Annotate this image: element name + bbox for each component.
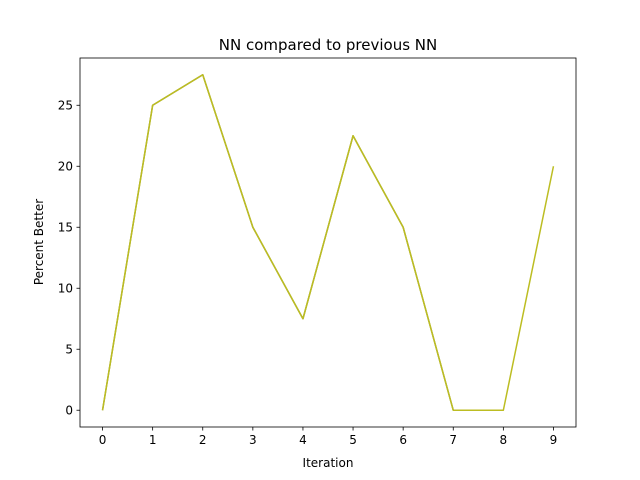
x-tick-label: 0 bbox=[99, 433, 107, 447]
y-tick-label: 0 bbox=[65, 404, 73, 418]
x-tick-label: 6 bbox=[399, 433, 407, 447]
y-tick-label: 15 bbox=[58, 221, 73, 235]
x-tick-label: 5 bbox=[349, 433, 357, 447]
chart-title: NN compared to previous NN bbox=[219, 36, 437, 54]
series-line-1 bbox=[101, 74, 555, 411]
x-tick-label: 3 bbox=[249, 433, 257, 447]
x-axis-ticks: 0 1 2 3 4 5 6 7 8 9 bbox=[99, 427, 558, 447]
x-axis-label: Iteration bbox=[303, 456, 354, 470]
y-tick-label: 25 bbox=[58, 99, 73, 113]
x-tick-label: 1 bbox=[149, 433, 157, 447]
x-tick-label: 7 bbox=[449, 433, 457, 447]
x-tick-label: 2 bbox=[199, 433, 207, 447]
y-axis-ticks: 0 5 10 15 20 25 bbox=[58, 99, 80, 418]
x-tick-label: 8 bbox=[500, 433, 508, 447]
x-tick-label: 9 bbox=[550, 433, 558, 447]
plot-frame bbox=[79, 57, 577, 428]
y-tick-label: 20 bbox=[58, 160, 73, 174]
y-tick-label: 10 bbox=[58, 282, 73, 296]
y-axis-label: Percent Better bbox=[32, 199, 46, 285]
x-tick-label: 4 bbox=[299, 433, 307, 447]
series-layer bbox=[101, 74, 555, 411]
y-tick-label: 5 bbox=[65, 343, 73, 357]
